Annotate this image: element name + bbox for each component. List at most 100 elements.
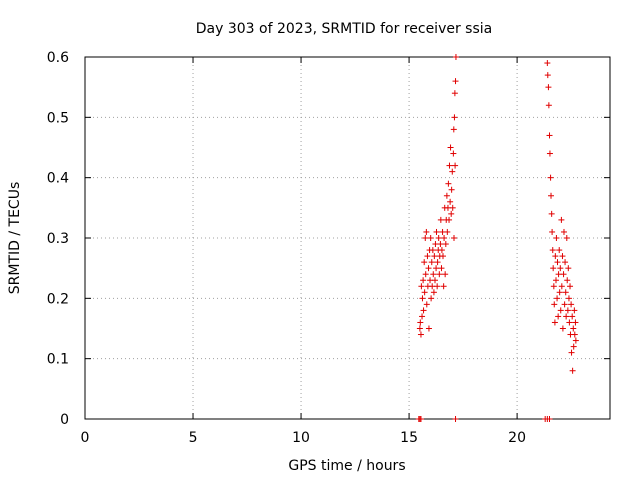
- data-point: [417, 319, 424, 326]
- data-point: [439, 253, 446, 260]
- data-point: [567, 283, 574, 290]
- data-point: [564, 307, 571, 314]
- data-point: [560, 228, 567, 235]
- data-point: [557, 307, 564, 314]
- data-point: [568, 301, 575, 308]
- y-tick-label: 0.5: [47, 110, 69, 126]
- data-point: [565, 265, 572, 272]
- data-point: [450, 126, 457, 133]
- data-point: [452, 416, 459, 422]
- data-point: [442, 241, 449, 248]
- data-point: [551, 319, 558, 326]
- data-point: [548, 192, 555, 199]
- data-point: [449, 168, 456, 175]
- data-point: [552, 253, 559, 260]
- data-point: [551, 301, 558, 308]
- data-point: [430, 271, 437, 278]
- data-point: [558, 283, 565, 290]
- data-point: [452, 54, 459, 60]
- data-point: [428, 295, 435, 302]
- data-point: [436, 271, 443, 278]
- data-point: [438, 247, 445, 254]
- data-point: [440, 283, 447, 290]
- data-point: [451, 235, 458, 241]
- x-tick-label: 15: [400, 430, 418, 446]
- data-point: [570, 343, 577, 350]
- data-point: [437, 241, 444, 248]
- data-point: [421, 289, 428, 296]
- data-point: [552, 277, 559, 284]
- x-tick-label: 20: [508, 430, 526, 446]
- data-point: [545, 84, 552, 91]
- data-point: [558, 216, 565, 223]
- data-point: [447, 198, 454, 205]
- y-tick-label: 0.3: [47, 231, 69, 247]
- data-point: [570, 325, 577, 332]
- data-point: [441, 235, 448, 241]
- data-point: [559, 325, 566, 332]
- data-point: [423, 301, 430, 308]
- data-point: [546, 132, 553, 139]
- data-point: [565, 295, 572, 302]
- data-point: [563, 313, 570, 320]
- y-tick-label: 0: [60, 412, 69, 428]
- data-point: [554, 295, 561, 302]
- data-point: [424, 253, 431, 260]
- data-point: [417, 416, 424, 422]
- data-point: [556, 247, 563, 254]
- data-point: [423, 228, 430, 235]
- data-point: [420, 277, 427, 284]
- y-tick-label: 0.6: [47, 50, 69, 66]
- data-point: [422, 271, 429, 278]
- data-point: [427, 235, 434, 241]
- data-point: [435, 235, 442, 241]
- y-tick-label: 0.1: [47, 352, 69, 368]
- data-point: [451, 114, 458, 121]
- data-point: [446, 162, 453, 169]
- data-point: [451, 90, 458, 97]
- plot-frame: [84, 56, 611, 420]
- data-point: [562, 259, 569, 266]
- data-point: [422, 235, 429, 241]
- data-point: [419, 295, 426, 302]
- data-point: [446, 216, 453, 223]
- data-point: [433, 228, 440, 235]
- data-point: [563, 235, 570, 241]
- data-point: [572, 319, 579, 326]
- data-point: [546, 416, 553, 422]
- data-point: [572, 337, 579, 344]
- data-point: [559, 253, 566, 260]
- data-point: [549, 247, 556, 254]
- data-point: [556, 289, 563, 296]
- data-point: [545, 102, 552, 109]
- data-point: [447, 144, 454, 151]
- data-point: [434, 259, 441, 266]
- data-point: [425, 325, 432, 332]
- data-point: [569, 313, 576, 320]
- data-point: [549, 228, 556, 235]
- data-point: [442, 271, 449, 278]
- grid-lines: [85, 57, 610, 419]
- y-tick-label: 0.4: [47, 171, 69, 187]
- data-point: [448, 186, 455, 193]
- data-point: [430, 289, 437, 296]
- data-point: [550, 283, 557, 290]
- data-point: [420, 307, 427, 314]
- data-points: [415, 54, 579, 422]
- data-point: [555, 313, 562, 320]
- x-axis-label: GPS time / hours: [288, 458, 405, 474]
- data-point: [569, 367, 576, 374]
- data-point: [544, 72, 551, 79]
- y-tick-label: 0.2: [47, 291, 69, 307]
- data-point: [568, 349, 575, 356]
- tick-labels: 0 5 10 15 20 0 0.1 0.2 0.3 0.4 0.5 0.6: [47, 50, 526, 446]
- data-point: [438, 265, 445, 272]
- data-point: [432, 277, 438, 284]
- data-point: [416, 325, 423, 332]
- data-point: [437, 216, 444, 223]
- data-point: [566, 319, 573, 326]
- data-point: [562, 289, 569, 296]
- data-point: [560, 271, 567, 278]
- data-point: [561, 301, 568, 308]
